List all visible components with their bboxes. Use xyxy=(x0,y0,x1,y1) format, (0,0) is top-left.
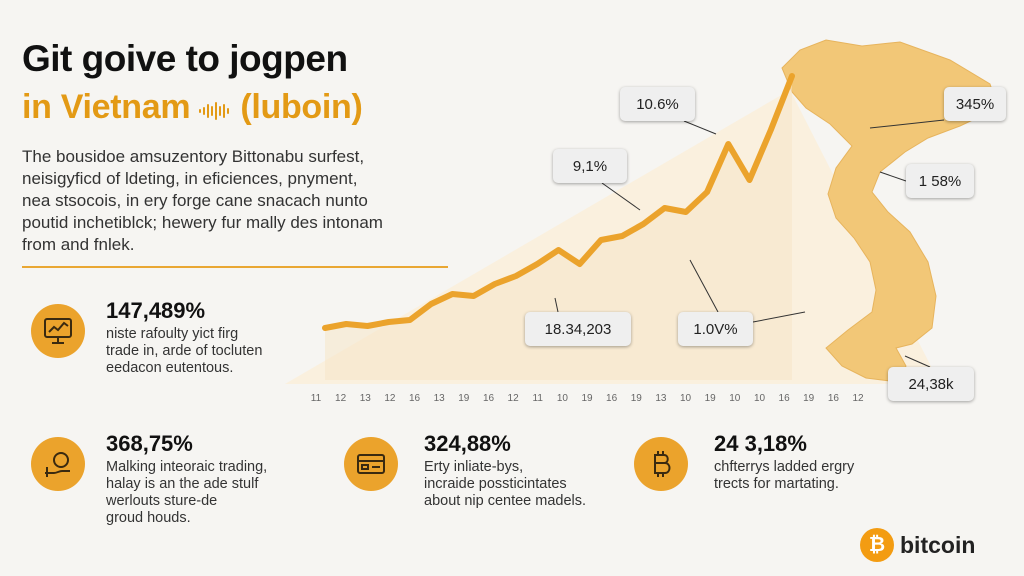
x-tick-label: 11 xyxy=(311,393,322,404)
x-axis-ticks: 11 12 13 12 16 13 19 16 12 11 10 19 16 19 13 10 19 10 10 16… xyxy=(311,393,864,404)
callout-leader-line xyxy=(904,355,931,368)
x-tick-label: 19 xyxy=(803,393,815,404)
x-tick-label: 10 xyxy=(729,393,741,404)
stat-value-1: 147,489% xyxy=(106,298,206,323)
stat-desc-line: eedacon eutentous. xyxy=(106,360,234,376)
callout-label: 18.34,203 xyxy=(525,312,631,346)
callout-leader-line xyxy=(601,182,641,211)
section-divider xyxy=(22,266,448,268)
intro-line: nea stsocois, in ery forge cane snacach … xyxy=(22,191,368,210)
x-tick-label: 19 xyxy=(458,393,470,404)
stat-value-3: 324,88% xyxy=(424,431,511,456)
callout-label: 24,38k xyxy=(888,367,974,401)
stat-desc-line: trade in, arde of tocluten xyxy=(106,343,263,359)
x-tick-label: 13 xyxy=(434,393,446,404)
x-tick-label: 16 xyxy=(409,393,421,404)
callout-label: 1 58% xyxy=(906,164,974,198)
callout-label: 345% xyxy=(944,87,1006,121)
stat-desc-2: Malking inteoraic trading, halay is an t… xyxy=(106,459,267,527)
subtitle-part-1: in Vietnam xyxy=(22,88,191,126)
stat-desc-line: niste rafoulty yict firg xyxy=(106,326,239,342)
x-tick-label: 11 xyxy=(533,393,544,404)
x-tick-label: 19 xyxy=(631,393,643,404)
x-tick-label: 19 xyxy=(581,393,593,404)
intro-line: poutid inchetiblck; hewery fur mally des… xyxy=(22,213,383,232)
callout-leader-line xyxy=(869,119,945,129)
stat-desc-line: trects for martating. xyxy=(714,476,839,492)
callout-leader-line xyxy=(689,259,719,313)
stat-desc-line: werlouts sture-de xyxy=(106,493,218,509)
x-tick-label: 19 xyxy=(705,393,717,404)
growth-line xyxy=(322,73,795,331)
intro-line: The bousidoe amsuzentory Bittonabu surfe… xyxy=(22,147,365,166)
x-tick-label: 10 xyxy=(680,393,692,404)
bitcoin-wordmark: bitcoin xyxy=(900,531,976,558)
callout-leader-line xyxy=(752,311,806,323)
soundwave-icon xyxy=(198,90,232,129)
coin-hand-icon xyxy=(31,437,85,491)
x-tick-label: 16 xyxy=(483,393,495,404)
callout-label: 1.0V% xyxy=(678,312,753,346)
callout-leader-line xyxy=(683,120,717,135)
callout-leaders xyxy=(554,119,945,368)
intro-line: from and fnlek. xyxy=(22,235,135,254)
callout-label: 9,1% xyxy=(553,149,627,183)
stat-desc-line: about nip centee madels. xyxy=(424,493,587,509)
x-tick-label: 12 xyxy=(384,393,396,404)
bitcoin-symbol-icon xyxy=(634,437,688,491)
chart-area-fill xyxy=(325,76,792,380)
x-tick-label: 10 xyxy=(754,393,766,404)
callout-leader-line xyxy=(554,297,559,313)
monitor-chart-icon xyxy=(31,304,85,358)
stat-desc-line: Erty inliate-bys, xyxy=(424,459,524,475)
callout-label: 10.6% xyxy=(620,87,695,121)
x-tick-label: 16 xyxy=(779,393,791,404)
stat-desc-line: groud houds. xyxy=(106,510,191,526)
page-title: Git goive to jogpen xyxy=(22,38,348,79)
intro-paragraph: The bousidoe amsuzentory Bittonabu surfe… xyxy=(22,146,452,256)
x-tick-label: 12 xyxy=(852,393,864,404)
intro-line: neisigyficd of ldeting, in eficiences, p… xyxy=(22,169,358,188)
x-tick-label: 16 xyxy=(606,393,618,404)
stat-desc-line: chfterrys ladded ergry xyxy=(714,459,855,475)
x-tick-label: 12 xyxy=(508,393,520,404)
stat-desc-3: Erty inliate-bys, incraide possticintate… xyxy=(424,459,586,510)
stat-desc-line: halay is an the ade stulf xyxy=(106,476,259,492)
stat-desc-line: incraide possticintates xyxy=(424,476,567,492)
stat-desc-4: chfterrys ladded ergry trects for martat… xyxy=(714,459,854,493)
stat-value-4: 24 3,18% xyxy=(714,431,807,456)
page-subtitle: in Vietnam (luboin) xyxy=(22,88,363,129)
bitcoin-brand: ₿ bitcoin xyxy=(860,528,975,562)
x-tick-label: 16 xyxy=(828,393,840,404)
bitcoin-logo-icon: ₿ xyxy=(860,528,894,562)
x-tick-label: 12 xyxy=(335,393,347,404)
x-tick-label: 13 xyxy=(360,393,372,404)
subtitle-part-2: (luboin) xyxy=(240,88,363,126)
x-tick-label: 13 xyxy=(655,393,667,404)
callout-leader-line xyxy=(879,171,907,182)
stat-desc-1: niste rafoulty yict firg trade in, arde … xyxy=(106,326,262,377)
stat-value-2: 368,75% xyxy=(106,431,193,456)
payment-card-icon xyxy=(344,437,398,491)
stat-desc-line: Malking inteoraic trading, xyxy=(106,459,268,475)
x-tick-label: 10 xyxy=(557,393,569,404)
